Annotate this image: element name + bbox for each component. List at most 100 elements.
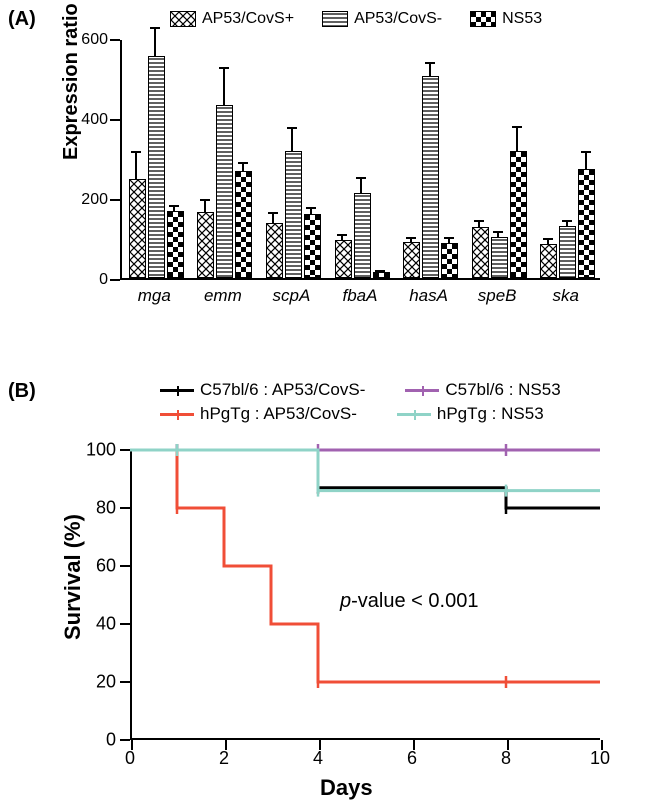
error-bar bbox=[272, 212, 274, 223]
panel-b-x-axis-title: Days bbox=[320, 775, 373, 801]
bar bbox=[578, 169, 595, 278]
y-tick-label: 100 bbox=[86, 440, 116, 461]
legend-label: hPgTg : NS53 bbox=[437, 404, 544, 424]
x-tick-label: 2 bbox=[219, 748, 229, 769]
bar bbox=[373, 272, 390, 278]
y-tick bbox=[110, 119, 120, 121]
legend-line bbox=[405, 389, 439, 392]
bar bbox=[422, 76, 439, 278]
bar bbox=[441, 243, 458, 278]
y-tick bbox=[110, 199, 120, 201]
panel-b-y-axis-title: Survival (%) bbox=[60, 514, 86, 640]
survival-line bbox=[130, 450, 600, 491]
legend-swatch-hstripe bbox=[322, 11, 348, 27]
error-bar bbox=[497, 231, 499, 237]
y-tick bbox=[110, 279, 120, 281]
bar bbox=[197, 212, 214, 278]
error-bar bbox=[154, 27, 156, 56]
panel-b-lines-svg bbox=[130, 450, 600, 740]
bar bbox=[148, 56, 165, 278]
bar bbox=[304, 214, 321, 278]
y-tick bbox=[120, 507, 130, 509]
panel-b-label: (B) bbox=[8, 380, 36, 403]
bar bbox=[335, 240, 352, 278]
y-tick bbox=[110, 39, 120, 41]
panel-a-legend: AP53/CovS+ AP53/CovS- NS53 bbox=[170, 10, 542, 28]
x-tick-label: 6 bbox=[407, 748, 417, 769]
y-tick bbox=[120, 739, 130, 741]
legend-item-ap53covs-minus: AP53/CovS- bbox=[322, 10, 442, 28]
expression-bar-chart: AP53/CovS+ AP53/CovS- NS53 Expression ra… bbox=[50, 10, 610, 330]
legend-item-ap53covs-plus: AP53/CovS+ bbox=[170, 10, 294, 28]
panel-a-y-axis-title: Expression ratio (%) bbox=[60, 0, 83, 160]
error-bar bbox=[410, 237, 412, 242]
legend-item-ns53: NS53 bbox=[470, 10, 542, 28]
x-tick-label: 4 bbox=[313, 748, 323, 769]
legend-label: AP53/CovS- bbox=[354, 10, 442, 28]
error-bar bbox=[448, 237, 450, 243]
x-tick-label: 10 bbox=[590, 748, 610, 769]
bar bbox=[235, 171, 252, 278]
y-tick-label: 600 bbox=[81, 31, 108, 49]
x-category-label: hasA bbox=[399, 286, 459, 306]
y-tick-label: 0 bbox=[99, 271, 108, 289]
survival-line bbox=[130, 450, 600, 682]
y-tick bbox=[120, 681, 130, 683]
error-bar bbox=[585, 151, 587, 169]
x-category-label: scpA bbox=[261, 286, 321, 306]
legend-line bbox=[397, 413, 431, 416]
x-category-label: emm bbox=[193, 286, 253, 306]
error-bar bbox=[516, 126, 518, 151]
legend-line bbox=[160, 389, 194, 392]
error-bar bbox=[478, 220, 480, 226]
bar bbox=[510, 151, 527, 278]
legend-label: C57bl/6 : AP53/CovS- bbox=[200, 380, 365, 400]
x-category-label: fbaA bbox=[330, 286, 390, 306]
legend-item-hpgtg-ap53: hPgTg : AP53/CovS- bbox=[160, 404, 357, 424]
y-tick-label: 200 bbox=[81, 191, 108, 209]
legend-item-hpgtg-ns53: hPgTg : NS53 bbox=[397, 404, 544, 424]
bar bbox=[167, 211, 184, 278]
error-bar bbox=[547, 238, 549, 244]
error-bar bbox=[429, 62, 431, 76]
bar bbox=[266, 223, 283, 278]
y-tick bbox=[120, 449, 130, 451]
bar bbox=[216, 105, 233, 278]
legend-label: C57bl/6 : NS53 bbox=[445, 380, 560, 400]
y-tick-label: 0 bbox=[106, 730, 116, 751]
legend-label: NS53 bbox=[502, 10, 542, 28]
y-tick-label: 40 bbox=[96, 614, 116, 635]
x-tick-label: 8 bbox=[501, 748, 511, 769]
error-bar bbox=[173, 205, 175, 211]
panel-a-plot-area: 0200400600 bbox=[120, 40, 600, 280]
error-bar bbox=[341, 234, 343, 240]
legend-item-c57-ns53: C57bl/6 : NS53 bbox=[405, 380, 560, 400]
legend-label: hPgTg : AP53/CovS- bbox=[200, 404, 357, 424]
error-bar bbox=[204, 199, 206, 212]
bar bbox=[354, 193, 371, 278]
bar bbox=[403, 242, 420, 278]
y-tick bbox=[120, 623, 130, 625]
error-bar bbox=[242, 162, 244, 171]
bar bbox=[540, 244, 557, 278]
legend-line bbox=[160, 413, 194, 416]
x-category-label: speB bbox=[467, 286, 527, 306]
error-bar bbox=[360, 177, 362, 193]
legend-swatch-cross bbox=[170, 11, 196, 27]
legend-label: AP53/CovS+ bbox=[202, 10, 294, 28]
x-category-label: mga bbox=[124, 286, 184, 306]
error-bar bbox=[566, 220, 568, 226]
survival-line bbox=[130, 450, 600, 508]
error-bar bbox=[379, 270, 381, 271]
error-bar bbox=[310, 207, 312, 214]
y-tick-label: 20 bbox=[96, 672, 116, 693]
bar bbox=[472, 227, 489, 278]
error-bar bbox=[223, 67, 225, 105]
y-tick-label: 80 bbox=[96, 498, 116, 519]
error-bar bbox=[135, 151, 137, 179]
bar bbox=[129, 179, 146, 278]
x-tick-label: 0 bbox=[125, 748, 135, 769]
panel-a-label: (A) bbox=[8, 8, 36, 31]
bar bbox=[559, 226, 576, 278]
error-bar bbox=[291, 127, 293, 151]
